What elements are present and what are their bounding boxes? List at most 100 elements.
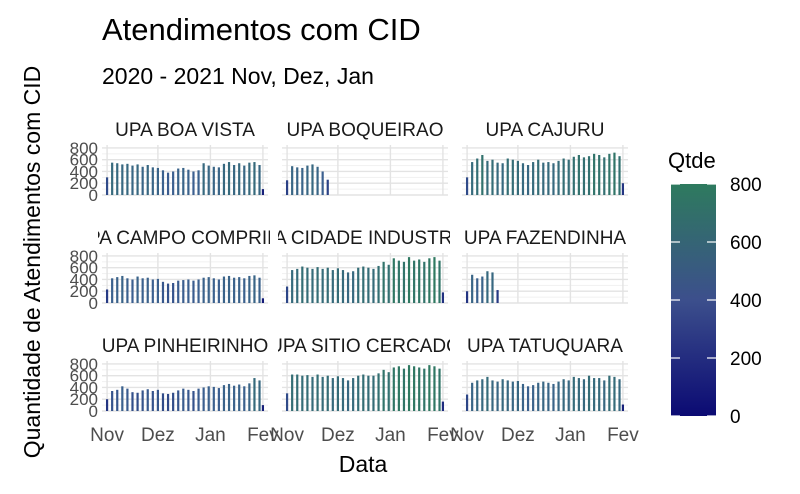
- bar: [397, 366, 400, 411]
- bar: [582, 379, 586, 411]
- y-tick-label: 800: [70, 247, 98, 266]
- bar: [598, 155, 601, 195]
- chart-subtitle: 2020 - 2021 Nov, Dez, Jan: [102, 63, 374, 89]
- y-tick-label: 800: [70, 355, 98, 374]
- bar: [516, 381, 519, 411]
- bar: [192, 171, 195, 195]
- bar: [301, 167, 304, 195]
- bar: [326, 375, 329, 411]
- bar: [182, 167, 185, 195]
- bar: [285, 180, 289, 195]
- bar: [407, 257, 411, 303]
- bar: [438, 260, 441, 303]
- bar: [316, 374, 319, 411]
- bar: [471, 274, 474, 303]
- bar: [491, 272, 494, 303]
- bar: [177, 390, 180, 411]
- bar: [562, 158, 565, 195]
- x-tick-label: Fev: [427, 425, 459, 446]
- bar: [362, 266, 365, 303]
- bar: [233, 165, 236, 195]
- bar: [166, 393, 170, 411]
- bar: [187, 169, 190, 195]
- bar: [377, 373, 380, 411]
- bar: [121, 164, 124, 195]
- bar: [182, 388, 185, 411]
- bar: [217, 167, 220, 195]
- bar: [557, 160, 560, 195]
- bar: [227, 383, 231, 411]
- facet-panel: UPA TATUQUARA Nov Dez Jan Fev: [450, 336, 639, 446]
- bar: [136, 164, 139, 195]
- bar: [336, 268, 339, 303]
- bar: [296, 167, 299, 195]
- bar: [177, 168, 180, 195]
- bar: [496, 381, 499, 411]
- bar: [238, 163, 241, 195]
- bar: [608, 153, 611, 195]
- x-tick-label: Jan: [555, 425, 586, 446]
- bar: [311, 376, 314, 411]
- bar: [105, 399, 109, 411]
- bar: [248, 162, 251, 195]
- bar: [526, 165, 530, 195]
- facet-strip-label: UPA BOQUEIRAO: [287, 120, 444, 141]
- facet-panel: UPA BOQUEIRAO: [282, 120, 448, 196]
- bar: [291, 374, 294, 411]
- bar: [346, 380, 350, 411]
- bar: [126, 163, 129, 195]
- bar: [542, 162, 545, 195]
- y-tick-label: 200: [70, 390, 98, 409]
- y-tick-label: 800: [70, 139, 98, 158]
- bar: [301, 266, 304, 303]
- legend-tick-label: 800: [730, 175, 762, 196]
- y-tick-label: 200: [70, 282, 98, 301]
- bar: [136, 392, 139, 411]
- bar: [197, 170, 200, 195]
- bar: [202, 277, 205, 303]
- bar: [222, 385, 226, 411]
- chart-title: Atendimentos com CID: [102, 12, 421, 47]
- bar: [471, 382, 474, 411]
- bar: [227, 162, 231, 195]
- bar: [511, 381, 514, 411]
- bar: [116, 163, 119, 195]
- x-tick-label: Fev: [247, 425, 279, 446]
- x-tick-label: Dez: [501, 425, 535, 446]
- bar: [207, 277, 210, 303]
- legend: Qtde 0 200 400 600 800: [668, 148, 762, 428]
- bar: [207, 386, 210, 411]
- bar: [146, 165, 149, 195]
- bar: [552, 383, 555, 411]
- bar: [346, 272, 350, 303]
- bar: [577, 155, 580, 195]
- bar: [202, 387, 205, 411]
- bar: [126, 278, 129, 303]
- bar: [306, 165, 309, 195]
- bar: [131, 392, 134, 411]
- bar: [161, 170, 165, 195]
- bar: [326, 179, 329, 195]
- bar: [372, 268, 375, 303]
- bar: [486, 271, 489, 303]
- bar: [501, 163, 504, 195]
- bar: [151, 391, 154, 411]
- bar: [521, 383, 525, 411]
- bar: [438, 368, 441, 411]
- bar: [587, 156, 591, 195]
- bar: [141, 278, 144, 303]
- bar: [233, 385, 236, 411]
- bar: [407, 365, 411, 411]
- bar: [357, 375, 360, 411]
- bar: [151, 167, 154, 195]
- bar: [603, 380, 606, 411]
- bar: [433, 366, 436, 411]
- x-tick-label: Nov: [450, 425, 484, 446]
- bar: [197, 279, 200, 303]
- bar: [387, 372, 390, 411]
- bar: [362, 374, 365, 411]
- bar: [316, 166, 319, 195]
- x-tick-label: Dez: [141, 425, 175, 446]
